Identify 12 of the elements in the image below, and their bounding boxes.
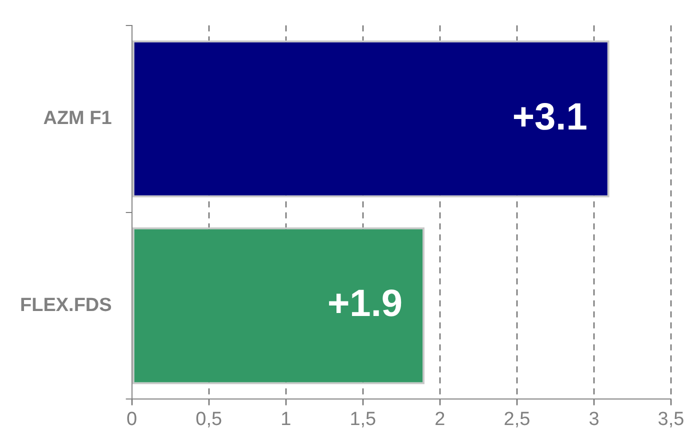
data-label: +1.9 — [327, 283, 403, 326]
x-tick-label: 2,5 — [504, 408, 530, 430]
x-tick-label: 2 — [434, 408, 446, 430]
y-tick-label: FLEX.FDS — [20, 294, 112, 316]
data-label: +3.1 — [512, 96, 588, 138]
x-tick-label: 3 — [588, 408, 600, 430]
x-tick-label: 3,5 — [658, 408, 684, 430]
x-tick-label: 1 — [280, 408, 292, 430]
x-tick-label: 1,5 — [350, 408, 376, 430]
x-tick-label: 0,5 — [196, 408, 222, 430]
y-tick-label: AZM F1 — [43, 108, 112, 130]
x-tick-label: 0 — [126, 408, 138, 430]
